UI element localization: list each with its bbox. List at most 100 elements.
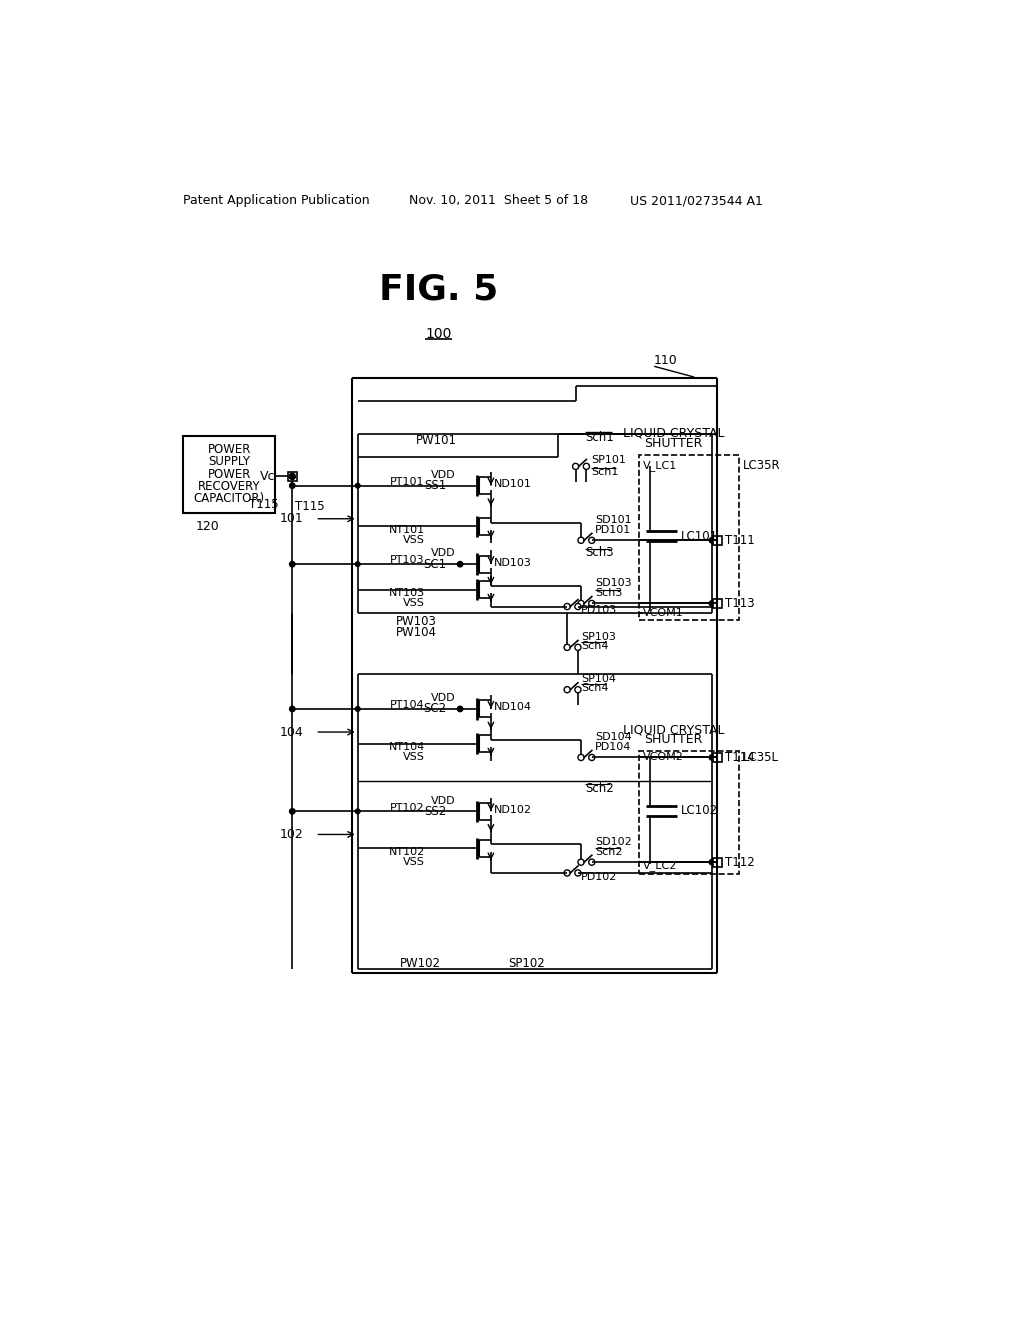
Text: VSS: VSS (402, 598, 425, 609)
Text: PD103: PD103 (581, 606, 617, 615)
Text: SD101: SD101 (595, 515, 632, 525)
Text: Patent Application Publication: Patent Application Publication (183, 194, 370, 207)
Text: Sch2: Sch2 (585, 781, 613, 795)
Text: VSS: VSS (402, 752, 425, 763)
Text: NT103: NT103 (388, 589, 425, 598)
Text: VDD: VDD (431, 796, 456, 805)
Circle shape (355, 483, 360, 488)
Text: SUPPLY: SUPPLY (208, 455, 250, 469)
Bar (639, 751, 739, 874)
Circle shape (574, 870, 581, 876)
Text: 101: 101 (280, 512, 304, 525)
Text: ND104: ND104 (494, 702, 532, 713)
Circle shape (584, 463, 590, 470)
Text: 102: 102 (280, 828, 304, 841)
Text: PW101: PW101 (416, 434, 457, 446)
Circle shape (572, 463, 579, 470)
Text: SD103: SD103 (595, 578, 632, 589)
Circle shape (578, 755, 584, 760)
Circle shape (710, 601, 715, 606)
Bar (639, 455, 739, 620)
Text: SP102: SP102 (508, 957, 545, 970)
Text: 120: 120 (196, 520, 219, 533)
Text: 104: 104 (280, 726, 304, 739)
Text: PD102: PD102 (581, 871, 617, 882)
Circle shape (290, 483, 295, 488)
Circle shape (564, 644, 570, 651)
Text: T115: T115 (295, 500, 325, 513)
Text: V_LC2: V_LC2 (643, 861, 677, 871)
Circle shape (290, 561, 295, 566)
Circle shape (589, 537, 595, 544)
Text: RECOVERY: RECOVERY (198, 480, 260, 492)
Text: ND102: ND102 (494, 805, 532, 814)
Circle shape (574, 603, 581, 610)
Text: SS1: SS1 (424, 479, 446, 492)
Text: Sch1: Sch1 (591, 467, 618, 477)
Text: PW102: PW102 (400, 957, 441, 970)
Text: 100: 100 (425, 327, 452, 341)
Text: NT102: NT102 (388, 847, 425, 857)
Text: PT102: PT102 (390, 803, 425, 813)
Text: SD102: SD102 (595, 837, 632, 847)
Text: PD101: PD101 (595, 525, 631, 536)
Text: SP101: SP101 (591, 455, 626, 465)
Circle shape (578, 601, 584, 607)
Text: Sch3: Sch3 (585, 546, 613, 560)
Text: VDD: VDD (431, 548, 456, 558)
Text: 110: 110 (654, 354, 678, 367)
Text: POWER: POWER (208, 467, 251, 480)
Text: SHUTTER: SHUTTER (644, 733, 702, 746)
Circle shape (578, 537, 584, 544)
Circle shape (710, 537, 715, 543)
Circle shape (578, 859, 584, 866)
Text: POWER: POWER (208, 444, 251, 455)
Text: PW103: PW103 (396, 615, 437, 628)
Text: SC1: SC1 (423, 557, 446, 570)
Text: Sch3: Sch3 (595, 589, 623, 598)
Circle shape (564, 870, 570, 876)
Text: ND103: ND103 (494, 557, 531, 568)
Text: Sch2: Sch2 (595, 847, 623, 857)
Circle shape (290, 809, 295, 814)
Text: US 2011/0273544 A1: US 2011/0273544 A1 (630, 194, 763, 207)
Bar (713, 858, 722, 867)
Circle shape (355, 809, 360, 813)
Text: T113: T113 (725, 597, 755, 610)
Text: SHUTTER: SHUTTER (644, 437, 702, 450)
Circle shape (574, 686, 581, 693)
Text: VSS: VSS (402, 536, 425, 545)
Text: PT104: PT104 (390, 700, 425, 710)
Circle shape (564, 603, 570, 610)
Text: LIQUID CRYSTAL: LIQUID CRYSTAL (623, 723, 724, 737)
Text: Vc: Vc (260, 470, 275, 483)
Text: PW104: PW104 (396, 626, 437, 639)
Text: SC2: SC2 (423, 702, 446, 715)
Bar (713, 752, 722, 762)
Text: T111: T111 (725, 533, 755, 546)
Circle shape (589, 601, 595, 607)
Text: V_LC1: V_LC1 (643, 461, 677, 471)
Text: LC101: LC101 (681, 529, 718, 543)
Text: PD104: PD104 (595, 742, 631, 752)
Text: CAPACITOR): CAPACITOR) (194, 492, 264, 506)
Text: T112: T112 (725, 855, 755, 869)
Text: FIG. 5: FIG. 5 (379, 272, 499, 306)
Text: PT101: PT101 (390, 477, 425, 487)
Text: VDD: VDD (431, 470, 456, 480)
Circle shape (710, 859, 715, 865)
Circle shape (458, 561, 463, 566)
Text: PT103: PT103 (390, 556, 425, 565)
Text: NT101: NT101 (388, 525, 425, 536)
Text: Nov. 10, 2011  Sheet 5 of 18: Nov. 10, 2011 Sheet 5 of 18 (410, 194, 589, 207)
Text: VDD: VDD (431, 693, 456, 704)
Circle shape (458, 706, 463, 711)
Bar (288, 471, 297, 480)
Bar (713, 536, 722, 545)
Text: SS2: SS2 (424, 805, 446, 818)
Text: Sch4: Sch4 (581, 684, 608, 693)
Text: SP103: SP103 (581, 631, 615, 642)
Text: ND101: ND101 (494, 479, 531, 490)
Text: T115: T115 (249, 499, 279, 511)
Circle shape (355, 562, 360, 566)
